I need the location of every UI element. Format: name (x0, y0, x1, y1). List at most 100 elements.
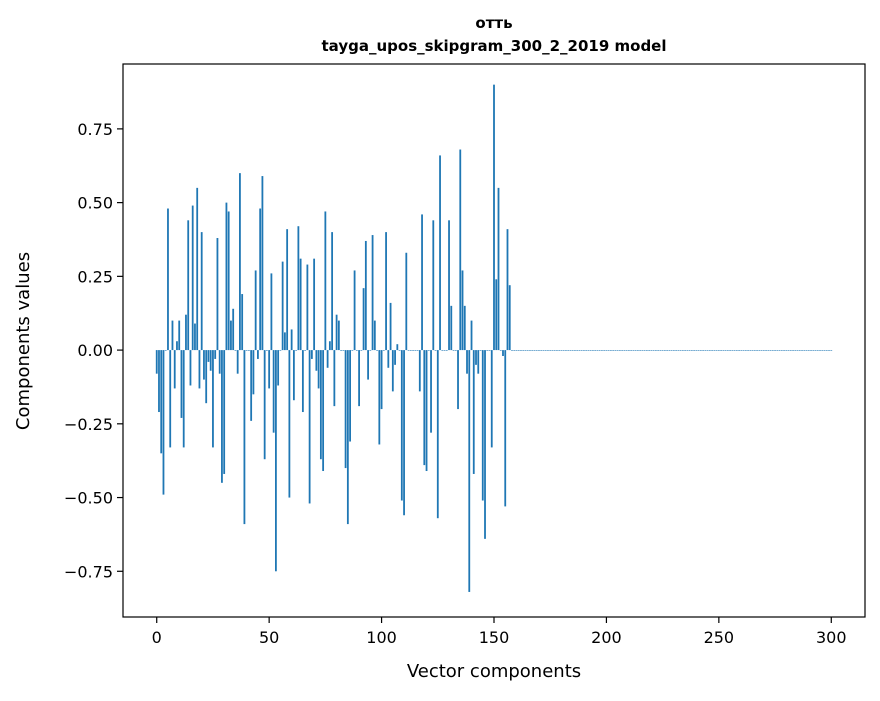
bar-component-118 (421, 214, 423, 351)
bar-component-151 (495, 279, 498, 351)
bar-component-133 (454, 350, 457, 351)
bar-component-231 (675, 350, 678, 351)
bar-component-89 (355, 350, 358, 351)
bar-component-54 (277, 350, 280, 386)
bar-component-135 (459, 149, 462, 351)
y-tick-label: 0.00 (77, 341, 113, 360)
bar-component-40 (245, 350, 248, 351)
bar-component-182 (565, 350, 567, 351)
x-tick-label: 50 (259, 628, 279, 647)
bar-component-183 (567, 350, 570, 351)
bar-component-241 (697, 350, 700, 351)
bar-component-165 (526, 350, 529, 351)
bar-component-100 (380, 350, 383, 410)
bar-component-114 (412, 350, 414, 351)
bar-component-166 (529, 350, 531, 351)
bar-component-23 (207, 350, 210, 362)
bar-component-99 (378, 350, 381, 445)
bar-component-288 (803, 350, 806, 351)
bar-component-224 (659, 350, 662, 351)
bar-component-254 (726, 350, 729, 351)
bar-component-31 (225, 202, 228, 351)
bar-component-103 (387, 350, 390, 368)
bar-component-57 (283, 332, 286, 351)
bar-component-112 (407, 350, 410, 351)
bar-component-161 (517, 350, 520, 351)
bar-component-124 (434, 350, 437, 351)
bar-component-235 (684, 350, 687, 351)
bar-component-220 (650, 350, 653, 351)
bar-component-65 (301, 350, 304, 413)
bar-component-126 (439, 155, 441, 351)
bar-component-108 (398, 350, 401, 351)
x-tick-label: 150 (479, 628, 510, 647)
bar-component-167 (531, 350, 534, 351)
bar-component-192 (587, 350, 590, 351)
bar-component-7 (171, 320, 174, 351)
bar-component-137 (463, 305, 466, 351)
bar-component-249 (715, 350, 718, 351)
bar-component-60 (290, 329, 293, 351)
bar-component-109 (400, 350, 403, 501)
bar-component-210 (628, 350, 630, 351)
bar-component-155 (504, 350, 507, 507)
bar-component-199 (603, 350, 606, 351)
bar-component-243 (702, 350, 705, 351)
bar-component-34 (232, 308, 235, 351)
bar-component-162 (520, 350, 522, 351)
bar-component-246 (708, 350, 711, 351)
bar-component-9 (176, 341, 178, 351)
bar-component-49 (266, 350, 268, 351)
bar-component-204 (614, 350, 617, 351)
bar-component-206 (619, 350, 621, 351)
bar-component-269 (760, 350, 763, 351)
bar-component-24 (209, 350, 212, 371)
bar-component-233 (679, 350, 682, 351)
bar-component-115 (414, 350, 417, 351)
bar-component-39 (243, 350, 246, 525)
bar-component-0 (155, 350, 158, 374)
bar-component-245 (706, 350, 709, 351)
bar-component-111 (405, 252, 408, 351)
x-tick-label: 200 (591, 628, 622, 647)
bar-component-298 (825, 350, 828, 351)
bar-component-105 (391, 350, 394, 392)
bar-component-273 (769, 350, 772, 351)
bar-component-75 (324, 211, 327, 351)
x-axis-ticks: 0 50 100 150 200 250 300 (152, 617, 847, 647)
bar-component-95 (369, 350, 372, 351)
bar-component-278 (780, 350, 783, 351)
bar-component-6 (169, 350, 172, 448)
bar-component-212 (632, 350, 635, 351)
y-tick-label: 0.75 (77, 120, 113, 139)
bar-component-291 (810, 350, 812, 351)
bar-component-157 (508, 285, 511, 351)
bar-component-285 (796, 350, 799, 351)
bar-component-42 (250, 350, 253, 421)
bar-component-271 (765, 350, 767, 351)
bar-component-176 (551, 350, 554, 351)
bar-component-242 (699, 350, 702, 351)
bar-component-228 (668, 350, 671, 351)
bar-component-227 (666, 350, 669, 351)
bar-component-185 (571, 350, 574, 351)
bar-component-283 (792, 350, 794, 351)
bar-component-87 (351, 350, 354, 351)
bar-component-69 (310, 350, 313, 359)
bar-component-139 (468, 350, 471, 592)
bar-component-267 (756, 350, 758, 351)
bar-component-147 (486, 350, 489, 351)
bar-component-102 (385, 232, 387, 351)
bar-component-252 (722, 350, 725, 351)
bar-component-287 (801, 350, 803, 351)
bar-component-264 (749, 350, 752, 351)
bar-component-91 (360, 350, 363, 351)
bar-component-56 (281, 261, 284, 351)
bar-component-128 (443, 350, 446, 351)
bar-component-35 (234, 350, 237, 351)
bar-component-163 (522, 350, 525, 351)
bar-component-296 (821, 350, 824, 351)
bar-component-127 (441, 350, 444, 351)
bar-component-262 (744, 350, 747, 351)
